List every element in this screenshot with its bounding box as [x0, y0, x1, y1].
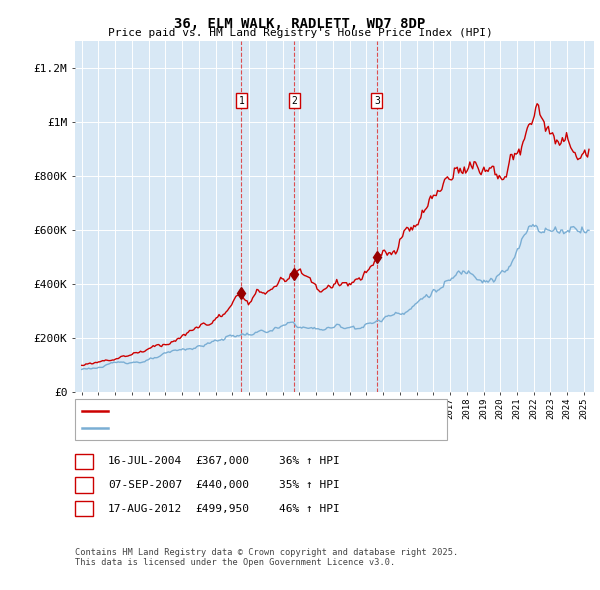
Text: 46% ↑ HPI: 46% ↑ HPI [279, 504, 340, 513]
Text: Contains HM Land Registry data © Crown copyright and database right 2025.
This d: Contains HM Land Registry data © Crown c… [75, 548, 458, 567]
Text: £440,000: £440,000 [195, 480, 249, 490]
Text: 2: 2 [291, 96, 297, 106]
Text: 16-JUL-2004: 16-JUL-2004 [108, 457, 182, 466]
Text: 07-SEP-2007: 07-SEP-2007 [108, 480, 182, 490]
Text: 2: 2 [80, 480, 88, 490]
Text: 1: 1 [80, 457, 88, 466]
Text: HPI: Average price, semi-detached house, Hertsmere: HPI: Average price, semi-detached house,… [112, 423, 406, 433]
Text: 1: 1 [238, 96, 244, 106]
Text: 17-AUG-2012: 17-AUG-2012 [108, 504, 182, 513]
Text: 35% ↑ HPI: 35% ↑ HPI [279, 480, 340, 490]
Text: £367,000: £367,000 [195, 457, 249, 466]
Text: 3: 3 [80, 504, 88, 513]
Text: 36% ↑ HPI: 36% ↑ HPI [279, 457, 340, 466]
Text: Price paid vs. HM Land Registry's House Price Index (HPI): Price paid vs. HM Land Registry's House … [107, 28, 493, 38]
Text: 3: 3 [374, 96, 380, 106]
Text: 36, ELM WALK, RADLETT, WD7 8DP (semi-detached house): 36, ELM WALK, RADLETT, WD7 8DP (semi-det… [112, 406, 418, 416]
Text: 36, ELM WALK, RADLETT, WD7 8DP: 36, ELM WALK, RADLETT, WD7 8DP [175, 17, 425, 31]
Text: £499,950: £499,950 [195, 504, 249, 513]
